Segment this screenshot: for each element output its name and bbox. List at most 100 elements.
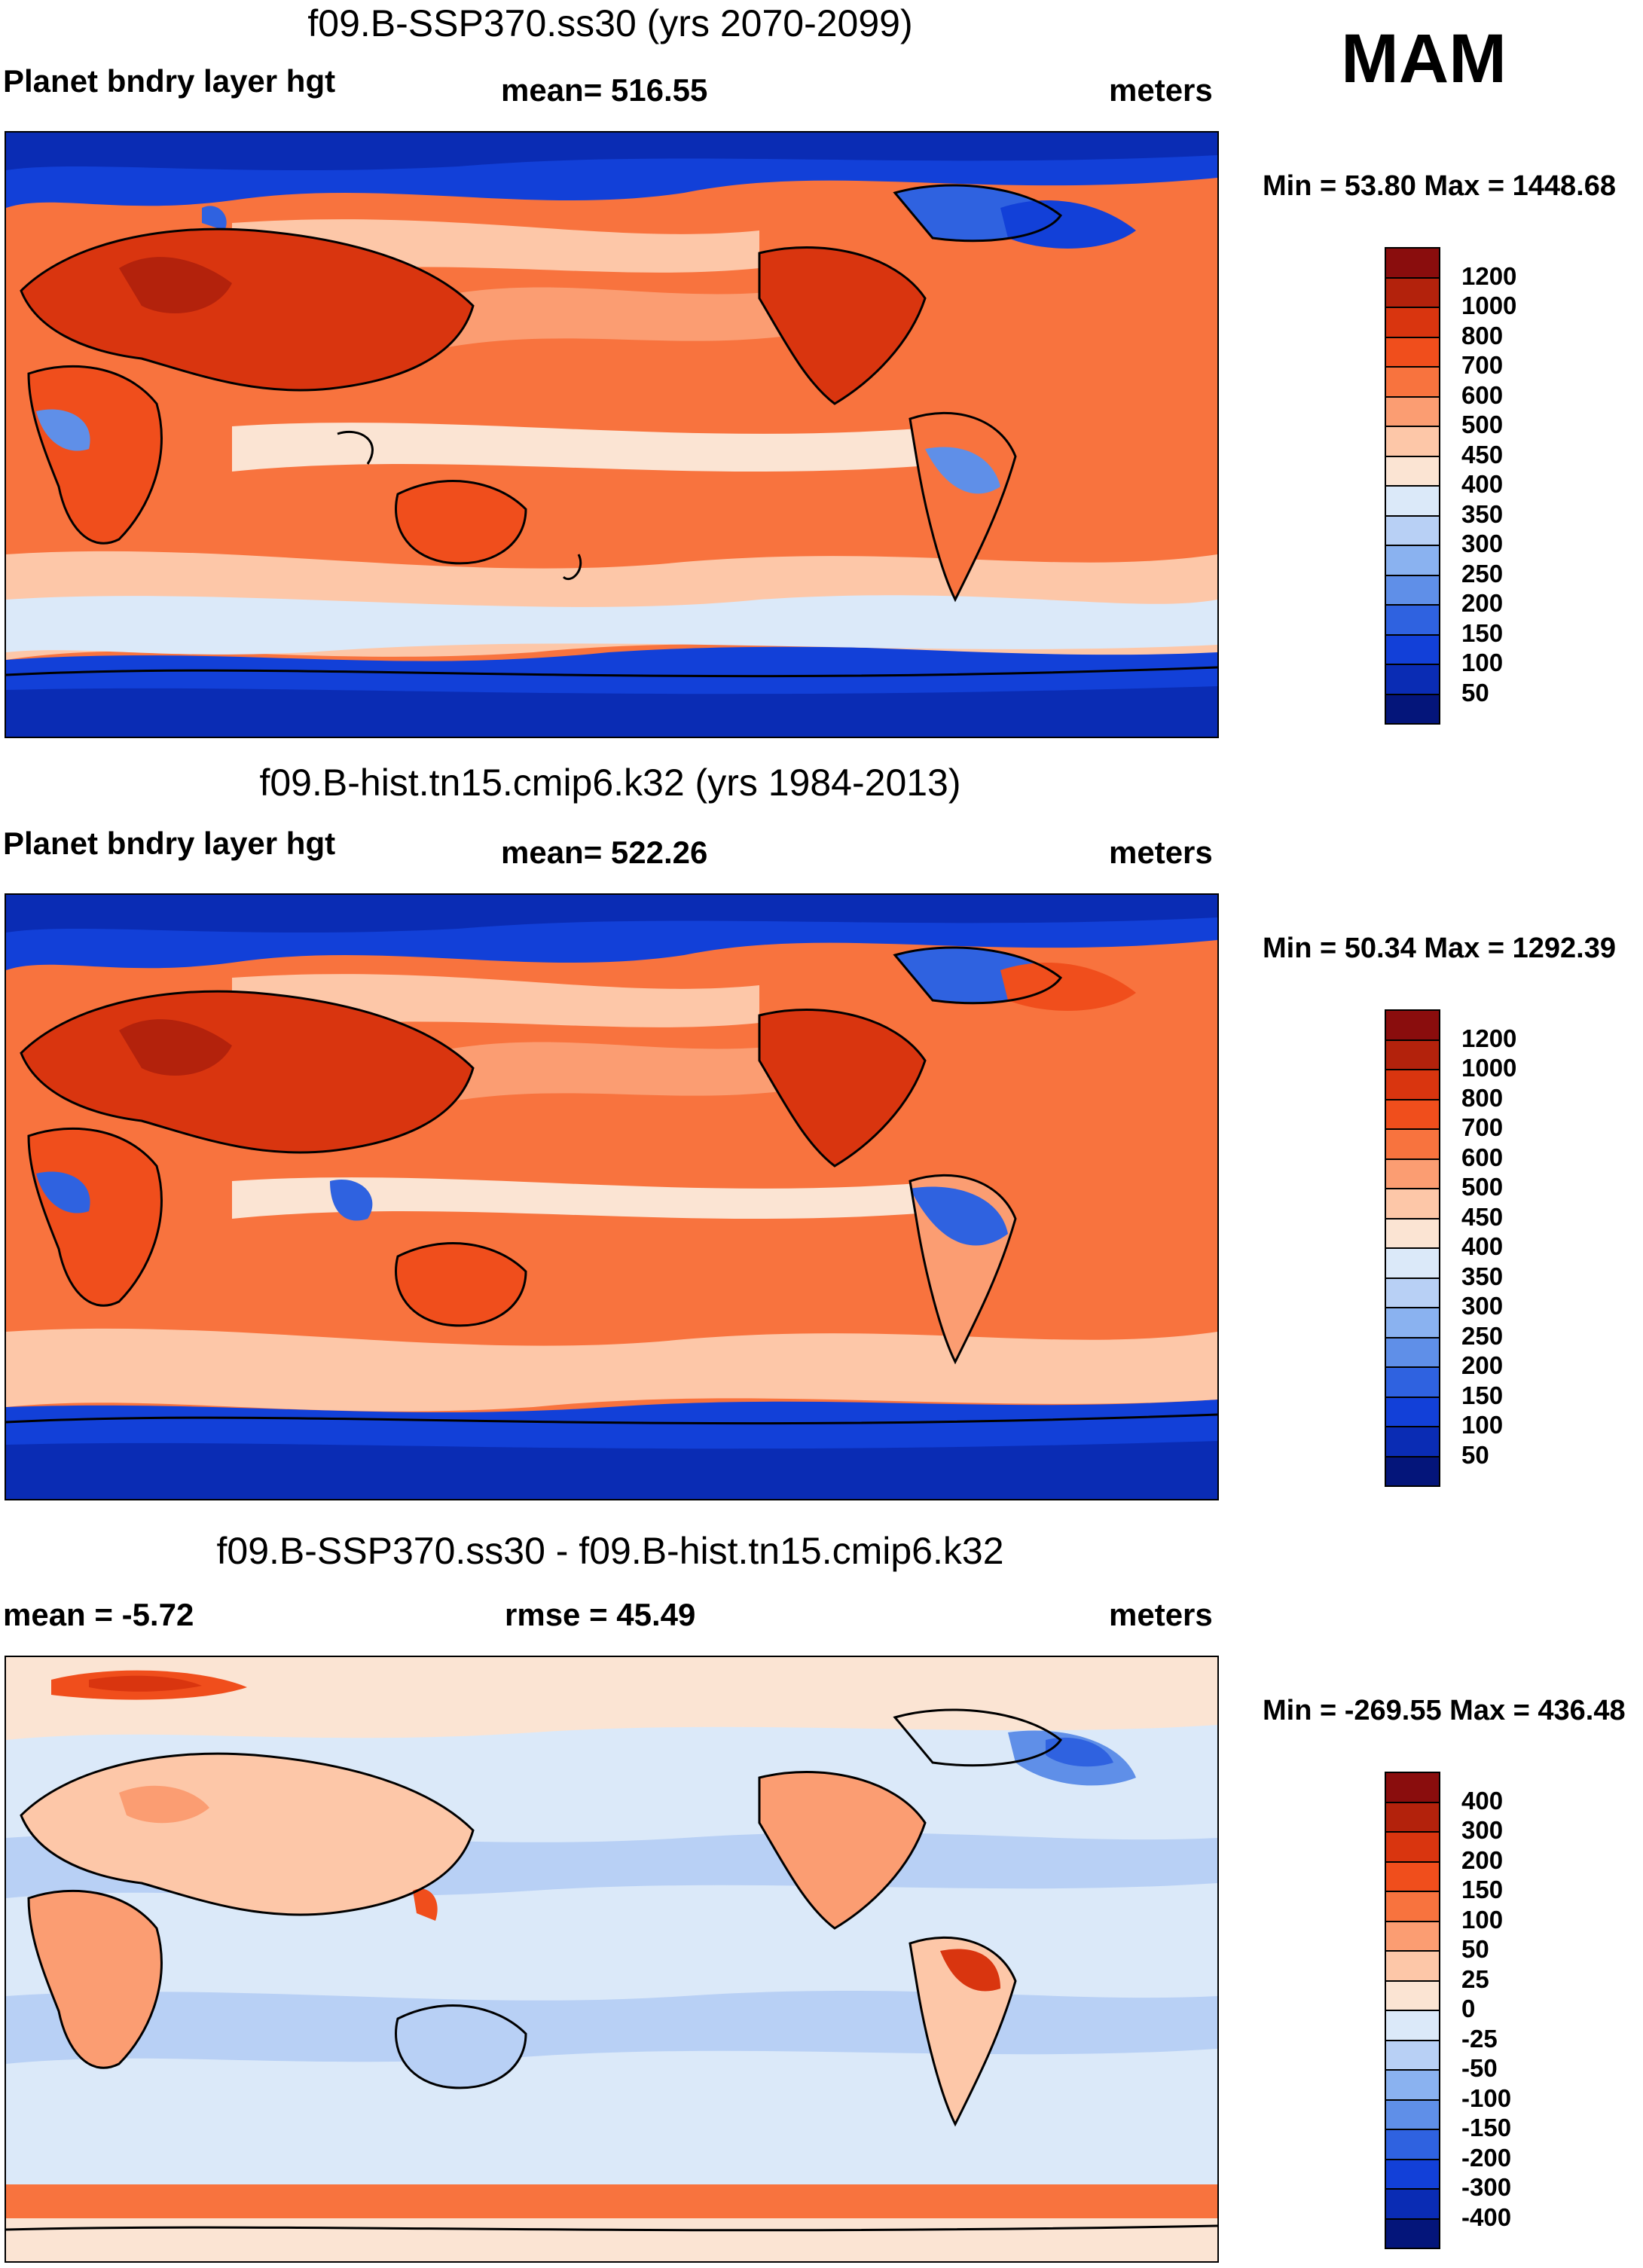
colorbar-swatch: [1385, 1860, 1440, 1892]
colorbar-swatch: [1385, 1039, 1440, 1070]
colorbar-tick-label: 50: [1461, 678, 1489, 707]
colorbar-swatch: [1385, 1366, 1440, 1398]
colorbar-tick-label: -200: [1461, 2143, 1512, 2172]
colorbar-swatch: [1385, 366, 1440, 398]
colorbar-swatch: [1385, 1831, 1440, 1863]
colorbar: [1385, 247, 1440, 725]
colorbar-tick-label: 400: [1461, 1232, 1504, 1260]
colorbar-swatch: [1385, 574, 1440, 606]
map-field: [5, 1656, 1219, 2263]
colorbar: [1385, 1772, 1440, 2249]
variable-label: Planet bndry layer hgt: [3, 826, 336, 861]
mean-label: mean = -5.72: [3, 1597, 194, 1632]
colorbar-tick-label: 700: [1461, 1113, 1504, 1141]
colorbar-tick-label: -300: [1461, 2173, 1512, 2201]
colorbar-tick-label: 200: [1461, 1351, 1504, 1379]
map-field: [5, 131, 1219, 738]
colorbar-tick-label: 600: [1461, 1143, 1504, 1171]
colorbar-tick-label: 350: [1461, 499, 1504, 528]
colorbar-swatch: [1385, 2188, 1440, 2220]
colorbar-swatch: [1385, 1772, 1440, 1803]
colorbar-tick-label: 100: [1461, 1411, 1504, 1439]
colorbar-swatch: [1385, 1277, 1440, 1308]
colorbar-swatch: [1385, 2099, 1440, 2130]
colorbar-swatch: [1385, 336, 1440, 368]
colorbar-tick-label: 500: [1461, 1173, 1504, 1201]
colorbar-tick-label: 800: [1461, 321, 1504, 350]
colorbar-tick-label: 250: [1461, 559, 1504, 588]
minmax-label: Min = 53.80 Max = 1448.68: [1263, 170, 1616, 202]
colorbar-swatch: [1385, 2129, 1440, 2160]
colorbar-tick-label: 500: [1461, 411, 1504, 438]
colorbar-tick-label: 1200: [1461, 1024, 1517, 1052]
colorbar-tick-label: 200: [1461, 1845, 1504, 1874]
colorbar-tick-label: 50: [1461, 1440, 1489, 1469]
colorbar-tick-label: -100: [1461, 2083, 1512, 2112]
colorbar-tick-label: 200: [1461, 589, 1504, 617]
colorbar-swatch: [1385, 1920, 1440, 1952]
colorbar-tick-label: 100: [1461, 1905, 1504, 1934]
colorbar-tick-label: -50: [1461, 2054, 1498, 2082]
colorbar-tick-label: 100: [1461, 649, 1504, 676]
colorbar-swatch: [1385, 1455, 1440, 1487]
units-label: meters: [1109, 835, 1213, 870]
units-label: meters: [1109, 1597, 1213, 1632]
colorbar-swatch: [1385, 426, 1440, 457]
colorbar-swatch: [1385, 1247, 1440, 1279]
season-label: MAM: [1341, 20, 1507, 97]
minmax-label: Min = -269.55 Max = 436.48: [1263, 1695, 1626, 1726]
panel-title: f09.B-SSP370.ss30 (yrs 2070-2099): [307, 2, 913, 44]
colorbar-tick-label: 450: [1461, 440, 1504, 469]
colorbar-tick-label: 25: [1461, 1964, 1489, 1993]
colorbar-tick-label: 1200: [1461, 261, 1517, 290]
colorbar-tick-label: 400: [1461, 470, 1504, 498]
colorbar-tick-label: 450: [1461, 1202, 1504, 1231]
colorbar-swatch: [1385, 1426, 1440, 1458]
colorbar-swatch: [1385, 514, 1440, 546]
colorbar-tick-label: 600: [1461, 380, 1504, 409]
colorbar-swatch: [1385, 1307, 1440, 1339]
colorbar-swatch: [1385, 2158, 1440, 2190]
colorbar-swatch: [1385, 1801, 1440, 1833]
colorbar-swatch: [1385, 1128, 1440, 1160]
colorbar-swatch: [1385, 1158, 1440, 1189]
colorbar-tick-label: 400: [1461, 1786, 1504, 1815]
colorbar-swatch: [1385, 1188, 1440, 1219]
colorbar-tick-label: 150: [1461, 1876, 1504, 1903]
colorbar-tick-label: 150: [1461, 618, 1504, 647]
rmse-label: rmse = 45.49: [505, 1597, 696, 1632]
colorbar-tick-label: -400: [1461, 2202, 1512, 2231]
colorbar-swatch: [1385, 2218, 1440, 2249]
colorbar-swatch: [1385, 1069, 1440, 1100]
colorbar-tick-label: 700: [1461, 351, 1504, 379]
colorbar-swatch: [1385, 2010, 1440, 2041]
minmax-label: Min = 50.34 Max = 1292.39: [1263, 933, 1616, 964]
colorbar-tick-label: -150: [1461, 2114, 1512, 2141]
colorbar-swatch: [1385, 307, 1440, 338]
colorbar-tick-label: 800: [1461, 1083, 1504, 1112]
colorbar-swatch: [1385, 1009, 1440, 1041]
colorbar-swatch: [1385, 693, 1440, 725]
colorbar-swatch: [1385, 395, 1440, 427]
colorbar-tick-label: 300: [1461, 1816, 1504, 1844]
colorbar-swatch: [1385, 1396, 1440, 1427]
mean-label: mean= 516.55: [501, 72, 708, 108]
colorbar-swatch: [1385, 1891, 1440, 1922]
colorbar-swatch: [1385, 1336, 1440, 1368]
colorbar-swatch: [1385, 276, 1440, 308]
panel-title: f09.B-hist.tn15.cmip6.k32 (yrs 1984-2013…: [259, 762, 961, 804]
colorbar-swatch: [1385, 1217, 1440, 1249]
colorbar-tick-label: 50: [1461, 1935, 1489, 1963]
colorbar-tick-label: 300: [1461, 530, 1504, 557]
colorbar-tick-label: 1000: [1461, 292, 1517, 319]
colorbar-tick-label: 0: [1461, 1995, 1476, 2022]
units-label: meters: [1109, 72, 1213, 108]
colorbar-swatch: [1385, 247, 1440, 279]
colorbar-swatch: [1385, 1098, 1440, 1130]
map-field: [5, 893, 1219, 1500]
colorbar-swatch: [1385, 604, 1440, 636]
colorbar-swatch: [1385, 2039, 1440, 2071]
colorbar-swatch: [1385, 455, 1440, 487]
colorbar-swatch: [1385, 1980, 1440, 2011]
variable-label: Planet bndry layer hgt: [3, 63, 336, 99]
